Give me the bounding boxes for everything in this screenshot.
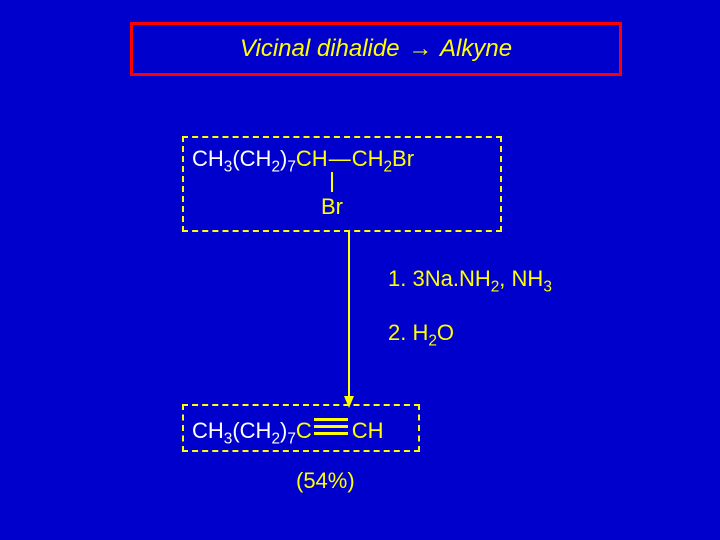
r1-a: 3Na [412, 266, 452, 291]
product-open: (CH [232, 418, 271, 443]
r1-bsub: 2 [491, 278, 500, 295]
product-sub7: 7 [287, 430, 296, 447]
product-c1: C [296, 418, 312, 443]
r2-asub: 2 [428, 332, 437, 349]
r1-comma: , [499, 266, 511, 291]
yield-text: (54%) [296, 468, 355, 494]
r1-num: 1. [388, 266, 412, 291]
product-sub2: 2 [271, 430, 280, 447]
triple-bond-icon [314, 416, 348, 438]
reactant-formula: CH3(CH2)7CH—CH2Br [192, 146, 414, 172]
reactant-ch2sub: 2 [383, 158, 392, 175]
reactant-open: (CH [232, 146, 271, 171]
title-arrow: → [406, 35, 434, 63]
reagent-line-1: 1. 3Na.NH2, NH3 [388, 266, 552, 292]
reaction-arrow-line [348, 232, 350, 398]
reactant-ch3: CH [192, 146, 224, 171]
title-text-left: Vicinal dihalide [240, 35, 400, 62]
r2-a: H [412, 320, 428, 345]
r2-b: O [437, 320, 454, 345]
product-formula: CH3(CH2)7CCH [192, 416, 384, 444]
r2-num: 2. [388, 320, 412, 345]
reactant-dash: — [328, 146, 352, 172]
reagent-line-2: 2. H2O [388, 320, 454, 346]
reactant-br1: Br [392, 146, 414, 171]
yield-value: (54%) [296, 468, 355, 493]
br2-text: Br [321, 194, 343, 219]
product-c2: CH [352, 418, 384, 443]
r1-b: NH [459, 266, 491, 291]
reactant-br2: Br [321, 194, 343, 220]
reactant-ch: CH [296, 146, 328, 171]
title-text-right: Alkyne [440, 35, 512, 62]
r1-c: NH [512, 266, 544, 291]
product-ch3: CH [192, 418, 224, 443]
reactant-sub7: 7 [287, 158, 296, 175]
reactant-sub2a: 2 [271, 158, 280, 175]
r1-csub: 3 [543, 278, 552, 295]
reactant-ch2: CH [352, 146, 384, 171]
ch-br-bond [331, 172, 333, 192]
title-box: Vicinal dihalide → Alkyne [130, 22, 622, 76]
